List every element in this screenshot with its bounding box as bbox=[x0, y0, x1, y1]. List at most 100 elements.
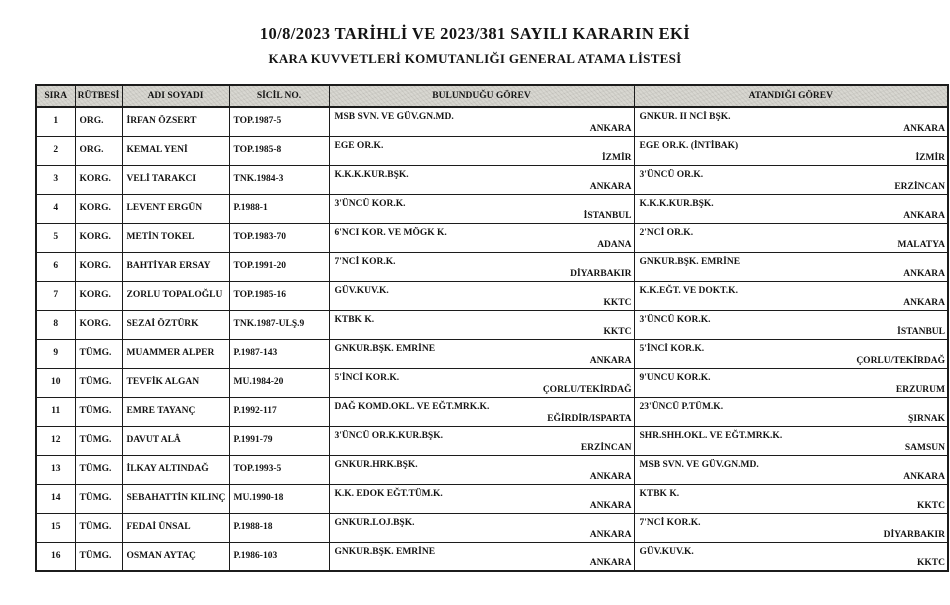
bulundugu-gorev-text: 3'ÜNCÜ OR.K.KUR.BŞK. bbox=[334, 430, 443, 441]
cell-bulundugu-gorev: 3'ÜNCÜ OR.K.KUR.BŞK. ERZİNCAN bbox=[328, 425, 635, 456]
atandigi-gorev-text: 3'ÜNCÜ KOR.K. bbox=[639, 314, 711, 325]
bulundugu-gorev-text: K.K. EDOK EĞT.TÜM.K. bbox=[334, 488, 443, 499]
atandigi-gorev-text: SHR.SHH.OKL. VE EĞT.MRK.K. bbox=[639, 430, 783, 441]
cell-bulundugu-gorev: GNKUR.BŞK. EMRİNE ANKARA bbox=[328, 338, 635, 369]
bulundugu-gorev-yer: ANKARA bbox=[589, 500, 632, 511]
header-adi-soyadi: ADI SOYADI bbox=[121, 84, 230, 108]
bulundugu-gorev-text: 5'İNCİ KOR.K. bbox=[334, 372, 400, 383]
cell-adi-soyadi: TEVFİK ALGAN bbox=[121, 367, 230, 398]
bulundugu-gorev-text: GNKUR.LOJ.BŞK. bbox=[334, 517, 415, 528]
cell-rutbesi: KORG. bbox=[74, 309, 123, 340]
atandigi-gorev-yer: ÇORLU/TEKİRDAĞ bbox=[856, 355, 945, 366]
table-row: 11 TÜMG. EMRE TAYANÇ P.1992-117 DAĞ KOMD… bbox=[35, 396, 949, 427]
bulundugu-gorev-yer: ANKARA bbox=[589, 529, 632, 540]
cell-bulundugu-gorev: 7'NCİ KOR.K. DİYARBAKIR bbox=[328, 251, 635, 282]
cell-sicil-no: TOP.1983-70 bbox=[228, 222, 330, 253]
cell-bulundugu-gorev: MSB SVN. VE GÜV.GN.MD. ANKARA bbox=[328, 106, 635, 137]
cell-bulundugu-gorev: GÜV.KUV.K. KKTC bbox=[328, 280, 635, 311]
bulundugu-gorev-yer: ANKARA bbox=[589, 181, 632, 192]
atandigi-gorev-yer: İSTANBUL bbox=[897, 326, 945, 337]
bulundugu-gorev-yer: ADANA bbox=[597, 239, 632, 250]
cell-atandigi-gorev: 5'İNCİ KOR.K. ÇORLU/TEKİRDAĞ bbox=[633, 338, 949, 369]
bulundugu-gorev-text: KTBK K. bbox=[334, 314, 375, 325]
cell-sicil-no: P.1988-18 bbox=[228, 512, 330, 543]
cell-sicil-no: TOP.1993-5 bbox=[228, 454, 330, 485]
cell-atandigi-gorev: KTBK K. KKTC bbox=[633, 483, 949, 514]
bulundugu-gorev-yer: ANKARA bbox=[589, 123, 632, 134]
bulundugu-gorev-text: MSB SVN. VE GÜV.GN.MD. bbox=[334, 112, 454, 122]
table-row: 2 ORG. KEMAL YENİ TOP.1985-8 EGE OR.K. İ… bbox=[35, 135, 949, 166]
atandigi-gorev-text: 9'UNCU KOR.K. bbox=[639, 372, 711, 383]
cell-sicil-no: TOP.1987-5 bbox=[228, 106, 330, 137]
cell-adi-soyadi: İLKAY ALTINDAĞ bbox=[121, 454, 230, 485]
cell-adi-soyadi: SEBAHATTİN KILINÇ bbox=[121, 483, 230, 514]
bulundugu-gorev-yer: ANKARA bbox=[589, 355, 632, 366]
cell-bulundugu-gorev: 5'İNCİ KOR.K. ÇORLU/TEKİRDAĞ bbox=[328, 367, 635, 398]
cell-adi-soyadi: OSMAN AYTAÇ bbox=[121, 541, 230, 572]
cell-adi-soyadi: LEVENT ERGÜN bbox=[121, 193, 230, 224]
cell-adi-soyadi: SEZAİ ÖZTÜRK bbox=[121, 309, 230, 340]
cell-rutbesi: TÜMG. bbox=[74, 396, 123, 427]
atandigi-gorev-yer: ANKARA bbox=[903, 268, 945, 279]
header-sira: SIRA bbox=[35, 84, 76, 108]
table-body: 1 ORG. İRFAN ÖZSERT TOP.1987-5 MSB SVN. … bbox=[35, 106, 949, 572]
cell-sicil-no: P.1988-1 bbox=[228, 193, 330, 224]
atandigi-gorev-text: 7'NCİ KOR.K. bbox=[639, 517, 701, 528]
bulundugu-gorev-yer: ERZİNCAN bbox=[580, 442, 632, 453]
atandigi-gorev-text: GÜV.KUV.K. bbox=[639, 546, 694, 557]
cell-sira: 12 bbox=[35, 425, 76, 456]
cell-sicil-no: TOP.1991-20 bbox=[228, 251, 330, 282]
document-subtitle: KARA KUVVETLERİ KOMUTANLIĞI GENERAL ATAM… bbox=[268, 51, 682, 66]
table-row: 8 KORG. SEZAİ ÖZTÜRK TNK.1987-ULŞ.9 KTBK… bbox=[35, 309, 949, 340]
atandigi-gorev-text: K.K.K.KUR.BŞK. bbox=[639, 198, 714, 209]
table-row: 16 TÜMG. OSMAN AYTAÇ P.1986-103 GNKUR.BŞ… bbox=[35, 541, 949, 572]
table-row: 6 KORG. BAHTİYAR ERSAY TOP.1991-20 7'NCİ… bbox=[35, 251, 949, 282]
bulundugu-gorev-text: GNKUR.HRK.BŞK. bbox=[334, 459, 418, 470]
table-header-row: SIRA RÜTBESİ ADI SOYADI SİCİL NO. BULUND… bbox=[35, 84, 949, 108]
atandigi-gorev-yer: ERZURUM bbox=[895, 384, 945, 395]
cell-sira: 15 bbox=[35, 512, 76, 543]
cell-adi-soyadi: KEMAL YENİ bbox=[121, 135, 230, 166]
cell-adi-soyadi: EMRE TAYANÇ bbox=[121, 396, 230, 427]
cell-atandigi-gorev: 9'UNCU KOR.K. ERZURUM bbox=[633, 367, 949, 398]
cell-atandigi-gorev: K.K.K.KUR.BŞK. ANKARA bbox=[633, 193, 949, 224]
atandigi-gorev-text: 5'İNCİ KOR.K. bbox=[639, 343, 705, 354]
cell-atandigi-gorev: K.K.EĞT. VE DOKT.K. ANKARA bbox=[633, 280, 949, 311]
cell-sira: 1 bbox=[35, 106, 76, 137]
bulundugu-gorev-text: GNKUR.BŞK. EMRİNE bbox=[334, 343, 436, 354]
atandigi-gorev-yer: ANKARA bbox=[903, 210, 945, 221]
cell-sira: 7 bbox=[35, 280, 76, 311]
cell-adi-soyadi: VELİ TARAKCI bbox=[121, 164, 230, 195]
bulundugu-gorev-yer: İZMİR bbox=[601, 152, 632, 163]
cell-sira: 9 bbox=[35, 338, 76, 369]
cell-sira: 11 bbox=[35, 396, 76, 427]
table-row: 9 TÜMG. MUAMMER ALPER P.1987-143 GNKUR.B… bbox=[35, 338, 949, 369]
cell-sicil-no: TNK.1984-3 bbox=[228, 164, 330, 195]
atandigi-gorev-text: GNKUR.BŞK. EMRİNE bbox=[639, 256, 741, 267]
header-rutbesi: RÜTBESİ bbox=[74, 84, 123, 108]
atandigi-gorev-yer: MALATYA bbox=[897, 239, 945, 250]
cell-atandigi-gorev: MSB SVN. VE GÜV.GN.MD. ANKARA bbox=[633, 454, 949, 485]
cell-sira: 14 bbox=[35, 483, 76, 514]
table-row: 3 KORG. VELİ TARAKCI TNK.1984-3 K.K.K.KU… bbox=[35, 164, 949, 195]
cell-atandigi-gorev: EGE OR.K. (İNTİBAK) İZMİR bbox=[633, 135, 949, 166]
bulundugu-gorev-yer: ANKARA bbox=[589, 558, 632, 569]
cell-sira: 10 bbox=[35, 367, 76, 398]
atandigi-gorev-text: KTBK K. bbox=[639, 488, 680, 499]
atandigi-gorev-yer: ANKARA bbox=[903, 297, 945, 308]
cell-rutbesi: KORG. bbox=[74, 222, 123, 253]
atandigi-gorev-text: 2'NCİ OR.K. bbox=[639, 227, 694, 238]
cell-rutbesi: TÜMG. bbox=[74, 512, 123, 543]
cell-atandigi-gorev: GÜV.KUV.K. KKTC bbox=[633, 541, 949, 572]
bulundugu-gorev-text: 6'NCI KOR. VE MÖGK K. bbox=[334, 227, 447, 238]
table-row: 15 TÜMG. FEDAİ ÜNSAL P.1988-18 GNKUR.LOJ… bbox=[35, 512, 949, 543]
atandigi-gorev-yer: ŞIRNAK bbox=[908, 413, 945, 424]
cell-sicil-no: P.1991-79 bbox=[228, 425, 330, 456]
cell-sicil-no: TOP.1985-16 bbox=[228, 280, 330, 311]
cell-adi-soyadi: METİN TOKEL bbox=[121, 222, 230, 253]
header-sicil-no: SİCİL NO. bbox=[228, 84, 330, 108]
table-row: 13 TÜMG. İLKAY ALTINDAĞ TOP.1993-5 GNKUR… bbox=[35, 454, 949, 485]
cell-rutbesi: TÜMG. bbox=[74, 541, 123, 572]
cell-bulundugu-gorev: 6'NCI KOR. VE MÖGK K. ADANA bbox=[328, 222, 635, 253]
cell-atandigi-gorev: 7'NCİ KOR.K. DİYARBAKIR bbox=[633, 512, 949, 543]
